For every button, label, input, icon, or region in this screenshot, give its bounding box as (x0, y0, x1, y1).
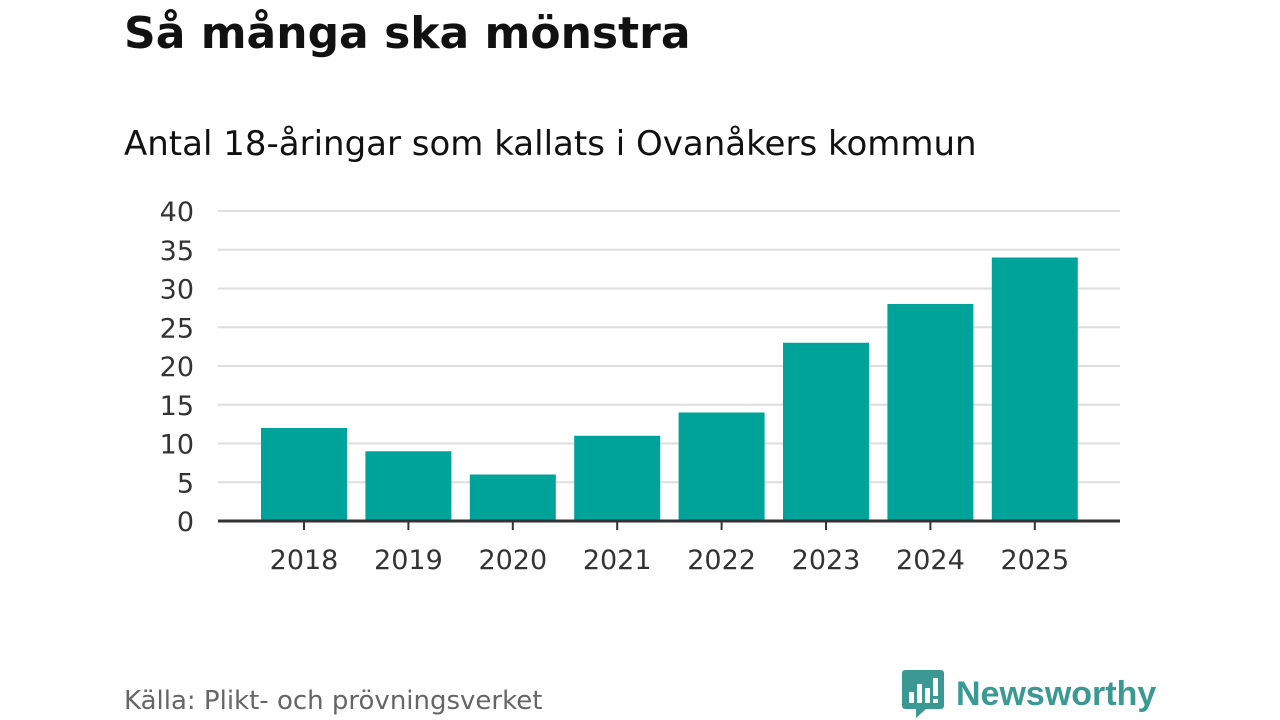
bar-2019 (365, 451, 452, 521)
bars (261, 257, 1078, 521)
x-tick-label: 2020 (478, 545, 547, 576)
chart-subtitle: Antal 18-åringar som kallats i Ovanåkers… (124, 124, 977, 164)
bar-2018 (261, 428, 347, 521)
y-tick-label: 30 (160, 275, 194, 306)
bar-2021 (574, 435, 661, 521)
x-tick-label: 2023 (792, 545, 861, 576)
y-tick-label: 5 (177, 468, 194, 499)
bar-2020 (469, 474, 556, 521)
y-tick-label: 20 (160, 352, 194, 383)
y-tick-label: 0 (177, 507, 194, 538)
newsworthy-logo-icon (902, 670, 944, 718)
y-tick-label: 40 (160, 197, 194, 228)
y-tick-label: 10 (160, 430, 194, 461)
y-tick-label: 35 (160, 236, 194, 267)
x-tick-label: 2024 (896, 545, 965, 576)
chart-title: Så många ska mönstra (124, 8, 691, 59)
x-tick-label: 2021 (583, 545, 652, 576)
bar-2025 (991, 257, 1078, 521)
x-tick-label: 2018 (270, 545, 339, 576)
y-tick-label: 25 (160, 313, 194, 344)
y-tick-label: 15 (160, 391, 194, 422)
brand-name: Newsworthy (956, 674, 1157, 713)
bar-2022 (678, 412, 765, 521)
x-tick-label: 2022 (687, 545, 756, 576)
source-note: Källa: Plikt- och prövningsverket (124, 686, 543, 716)
x-tick-label: 2019 (374, 545, 443, 576)
bar-2023 (783, 342, 869, 521)
x-tick-label: 2025 (1000, 545, 1069, 576)
brand-logo: Newsworthy (902, 670, 1156, 718)
axes (218, 519, 1120, 530)
bar-2024 (887, 304, 974, 521)
gridlines (218, 210, 1120, 484)
